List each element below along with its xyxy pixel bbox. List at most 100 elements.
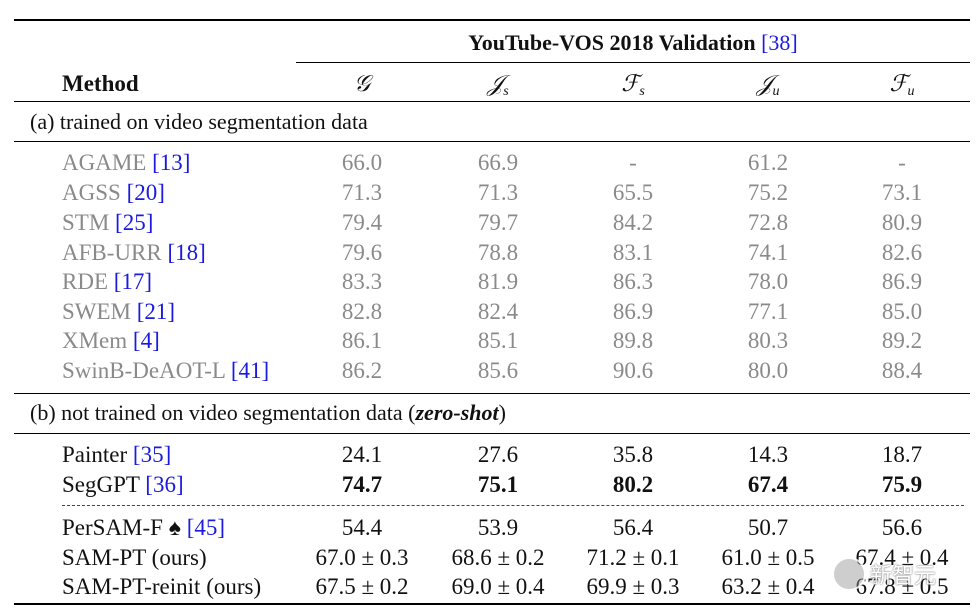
citation-link[interactable]: [25]: [115, 210, 154, 235]
table-row: SAM-PT-reinit (ours) 67.5 ± 0.2 69.0 ± 0…: [0, 572, 980, 602]
value-cell: 69.0 ± 0.4: [451, 574, 545, 599]
value-cell: 63.2 ± 0.4: [721, 574, 815, 599]
watermark-logo-icon: [832, 557, 866, 591]
top-rule: [14, 19, 970, 21]
value-cell: 79.7: [477, 210, 519, 235]
citation-link[interactable]: [13]: [152, 150, 191, 175]
value-cell: 66.9: [477, 150, 519, 175]
col-header-js: 𝒥s: [487, 71, 509, 99]
table-row: SegGPT [36] 74.7 75.1 80.2 67.4 75.9: [0, 470, 980, 500]
section-a-label: (a) trained on video segmentation data: [30, 109, 368, 134]
value-cell: -: [629, 150, 637, 175]
citation-link[interactable]: [20]: [126, 180, 165, 205]
section-b-rule: [14, 433, 970, 434]
value-cell: 67.4 ± 0.4: [855, 545, 949, 570]
method-cell: SAM-PT-reinit (ours): [62, 574, 262, 599]
benchmark-ref[interactable]: [38]: [761, 30, 798, 55]
value-cell: 80.2: [612, 472, 654, 497]
col-header-ju: 𝒥u: [756, 71, 780, 99]
table-row: SwinB-DeAOT-L [41] 86.2 85.6 90.6 80.0 8…: [0, 356, 980, 386]
value-cell: 67.0 ± 0.3: [315, 545, 409, 570]
col-header-fs: ℱs: [621, 71, 645, 99]
value-cell: 79.4: [341, 210, 383, 235]
value-cell: 61.0 ± 0.5: [721, 545, 815, 570]
value-cell: 65.5: [612, 180, 654, 205]
method-cell: AGAME [13]: [62, 150, 191, 175]
value-cell: 86.9: [881, 269, 923, 294]
value-cell: 69.9 ± 0.3: [586, 574, 680, 599]
section-b-top-rule: [14, 393, 970, 394]
citation-link[interactable]: [4]: [132, 328, 160, 353]
citation-link[interactable]: [45]: [186, 515, 226, 540]
table-row: SWEM [21] 82.8 82.4 86.9 77.1 85.0: [0, 297, 980, 327]
value-cell: 24.1: [341, 442, 383, 467]
value-cell: 71.2 ± 0.1: [586, 545, 680, 570]
value-cell: 56.6: [881, 515, 923, 540]
table-row: STM [25] 79.4 79.7 84.2 72.8 80.9: [0, 208, 980, 238]
citation-link[interactable]: [18]: [167, 240, 206, 265]
watermark: 新智元: [832, 556, 936, 592]
section-a-rule: [14, 141, 970, 142]
value-cell: 85.1: [477, 328, 519, 353]
value-cell: 68.6 ± 0.2: [451, 545, 545, 570]
value-cell: 50.7: [747, 515, 789, 540]
method-cell: RDE [17]: [62, 269, 153, 294]
value-cell: 86.2: [341, 358, 383, 383]
value-cell: 85.0: [881, 299, 923, 324]
value-cell: 86.1: [341, 328, 383, 353]
method-cell: SwinB-DeAOT-L [41]: [62, 358, 270, 383]
method-cell: SAM-PT (ours): [62, 545, 207, 570]
value-cell: 84.2: [612, 210, 654, 235]
value-cell: 74.1: [747, 240, 789, 265]
value-cell: 27.6: [477, 442, 519, 467]
value-cell: 56.4: [612, 515, 654, 540]
value-cell: 89.8: [612, 328, 654, 353]
benchmark-title: YouTube-VOS 2018 Validation [38]: [296, 28, 970, 58]
watermark-text: 新智元: [870, 564, 937, 589]
table-row: RDE [17] 83.3 81.9 86.3 78.0 86.9: [0, 267, 980, 297]
value-cell: 79.6: [341, 240, 383, 265]
value-cell: 78.8: [477, 240, 519, 265]
value-cell: 66.0: [341, 150, 383, 175]
method-cell: AGSS [20]: [62, 180, 165, 205]
value-cell: -: [898, 150, 906, 175]
header-subrule: [296, 62, 970, 63]
value-cell: 54.4: [341, 515, 383, 540]
citation-link[interactable]: [36]: [145, 472, 184, 497]
method-cell: Painter [35]: [62, 442, 172, 467]
bottom-rule: [14, 603, 970, 605]
value-cell: 78.0: [747, 269, 789, 294]
value-cell: 82.6: [881, 240, 923, 265]
value-cell: 83.1: [612, 240, 654, 265]
citation-link[interactable]: [35]: [132, 442, 172, 467]
table-row: AFB-URR [18] 79.6 78.8 83.1 74.1 82.6: [0, 238, 980, 268]
value-cell: 83.3: [341, 269, 383, 294]
value-cell: 90.6: [612, 358, 654, 383]
value-cell: 75.2: [747, 180, 789, 205]
value-cell: 75.1: [477, 472, 519, 497]
method-cell: XMem [4]: [62, 328, 160, 353]
section-b-label: (b) not trained on video segmentation da…: [30, 400, 506, 425]
method-cell: AFB-URR [18]: [62, 240, 206, 265]
value-cell: 18.7: [881, 442, 923, 467]
table-row: XMem [4] 86.1 85.1 89.8 80.3 89.2: [0, 326, 980, 356]
value-cell: 75.9: [881, 472, 923, 497]
value-cell: 35.8: [612, 442, 654, 467]
value-cell: 80.9: [881, 210, 923, 235]
citation-link[interactable]: [21]: [136, 299, 176, 324]
value-cell: 86.9: [612, 299, 654, 324]
citation-link[interactable]: [17]: [113, 269, 153, 294]
value-cell: 72.8: [747, 210, 789, 235]
value-cell: 82.8: [341, 299, 383, 324]
value-cell: 86.3: [612, 269, 654, 294]
value-cell: 74.7: [341, 472, 383, 497]
method-cell: SegGPT [36]: [62, 472, 184, 497]
value-cell: 67.5 ± 0.2: [315, 574, 409, 599]
table-row: AGSS [20] 71.3 71.3 65.5 75.2 73.1: [0, 178, 980, 208]
dashed-divider: [62, 505, 964, 506]
value-cell: 89.2: [881, 328, 923, 353]
value-cell: 80.0: [747, 358, 789, 383]
citation-link[interactable]: [41]: [230, 358, 270, 383]
method-cell: PerSAM-F ♠ [45]: [62, 515, 226, 540]
value-cell: 67.4: [747, 472, 789, 497]
